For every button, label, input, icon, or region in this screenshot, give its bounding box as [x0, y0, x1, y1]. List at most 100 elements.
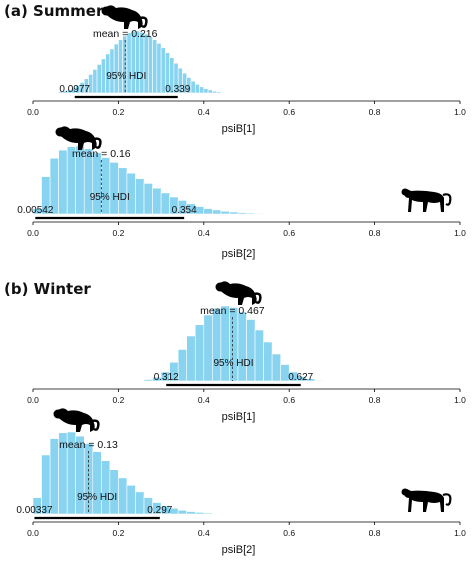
x-axis-label: psiB[1] [222, 411, 256, 423]
histogram-bar [237, 311, 247, 382]
x-tick-label: 1.0 [454, 528, 466, 538]
histogram-bar [49, 438, 59, 515]
hdi-low-label: 0.312 [154, 372, 179, 383]
histogram-bar [130, 30, 136, 94]
histogram-bar [152, 187, 162, 215]
histogram-bar [229, 307, 239, 382]
histogram-bar [143, 379, 153, 382]
histogram-bar [246, 319, 256, 382]
histogram-bar [143, 33, 149, 94]
histogram-bar [160, 192, 170, 215]
histogram-bar [152, 39, 158, 94]
histogram-bar [113, 43, 119, 94]
histogram-bar [305, 378, 316, 382]
x-tick-label: 0.0 [27, 528, 39, 538]
histogram-bar [199, 86, 205, 94]
histogram-bar [54, 92, 59, 94]
x-tick-label: 0.0 [27, 395, 39, 405]
hdi-label: 95% HDI [77, 492, 117, 503]
mean-label: mean = 0.467 [200, 305, 265, 317]
histogram-bar [229, 211, 239, 215]
mean-label: mean = 0.16 [72, 148, 131, 160]
hdi-low-label: 0.0977 [59, 84, 90, 95]
histogram-bar [126, 484, 136, 515]
x-tick-label: 0.8 [369, 107, 381, 117]
x-tick-label: 0.6 [283, 528, 295, 538]
cheetah-sitting-icon [55, 126, 102, 150]
x-tick-label: 0.2 [112, 228, 124, 238]
hdi-label: 95% HDI [90, 192, 130, 203]
hdi-label: 95% HDI [106, 71, 146, 82]
cheetah-sitting-icon [215, 281, 262, 305]
panel-winter-psiB2: 0.0 0.2 0.4 0.6 0.8 1.0 psiB[2] 0.00337 0.297 95%… [16, 408, 466, 556]
histogram-bar [177, 510, 188, 515]
histogram-bar [186, 335, 196, 382]
histogram-bar [135, 491, 145, 515]
histogram-bar [92, 69, 98, 94]
histogram-bar [118, 39, 123, 94]
x-axis-label: psiB[1] [222, 123, 256, 135]
histogram-bar [135, 178, 145, 215]
histogram-bar [207, 89, 213, 94]
x-tick-label: 0.4 [198, 228, 210, 238]
histogram-bar [203, 88, 209, 94]
x-tick-label: 1.0 [454, 395, 466, 405]
histogram-bar [194, 324, 205, 382]
histogram-bar [194, 84, 200, 94]
histogram-bar [101, 157, 111, 215]
panel-summer-psiB1: 0.0 0.2 0.4 0.6 0.8 1.0 psiB[1] 0.0977 0.339 95% … [27, 5, 466, 135]
histogram-bar [186, 511, 196, 515]
x-tick-label: 0.8 [369, 228, 381, 238]
histogram-bar [58, 149, 68, 215]
section-title-winter: (b) Winter [4, 280, 91, 298]
histogram-bar [190, 80, 196, 94]
x-axis-label: psiB[2] [222, 544, 256, 556]
histogram-bar [212, 90, 217, 94]
histogram-bar [246, 212, 256, 215]
histogram-bar [237, 212, 247, 215]
cheetah-sitting-icon [101, 5, 148, 30]
histogram-bar [220, 92, 226, 94]
x-tick-label: 0.2 [112, 528, 124, 538]
x-tick-label: 0.2 [112, 395, 124, 405]
x-tick-label: 0.0 [27, 228, 39, 238]
x-tick-label: 0.8 [369, 528, 381, 538]
x-tick-label: 0.4 [198, 528, 210, 538]
histogram-bar [101, 58, 106, 94]
histogram-bar [254, 213, 264, 215]
x-tick-label: 0.6 [283, 395, 295, 405]
x-tick-label: 1.0 [454, 228, 466, 238]
histogram-bar [156, 43, 162, 94]
hdi-high-label: 0.297 [147, 505, 172, 516]
histogram-bar [203, 208, 213, 215]
histogram-bar [263, 341, 273, 382]
histogram-bar [212, 307, 222, 382]
histogram-bar [92, 152, 102, 215]
histogram-bar [203, 314, 213, 382]
hdi-low-label: 0.00542 [17, 205, 54, 216]
x-tick-label: 1.0 [454, 107, 466, 117]
mean-label: mean = 0.13 [59, 439, 118, 451]
hdi-label: 95% HDI [213, 358, 253, 369]
hdi-high-label: 0.354 [172, 205, 197, 216]
histogram-bar [212, 209, 222, 215]
hdi-high-label: 0.627 [288, 372, 313, 383]
panel-winter-psiB1: 0.0 0.2 0.4 0.6 0.8 1.0 psiB[1] 0.312 0.627 95% H… [27, 281, 466, 423]
histogram-bar [139, 31, 145, 94]
histogram-bar [314, 379, 324, 382]
mean-label: mean = 0.216 [93, 28, 158, 40]
x-tick-label: 0.0 [27, 107, 39, 117]
histogram-bar [216, 91, 222, 94]
x-tick-label: 0.6 [283, 228, 295, 238]
histogram-bar [118, 477, 128, 515]
histogram-bar [194, 512, 205, 515]
histogram-bar [126, 32, 132, 94]
x-tick-label: 0.4 [198, 395, 210, 405]
histogram-bar [220, 210, 230, 215]
x-tick-label: 0.2 [112, 107, 124, 117]
histogram-bar [177, 349, 188, 382]
histogram-bar [92, 451, 102, 515]
x-tick-label: 0.6 [283, 107, 295, 117]
cheetah-sitting-icon [53, 408, 100, 432]
